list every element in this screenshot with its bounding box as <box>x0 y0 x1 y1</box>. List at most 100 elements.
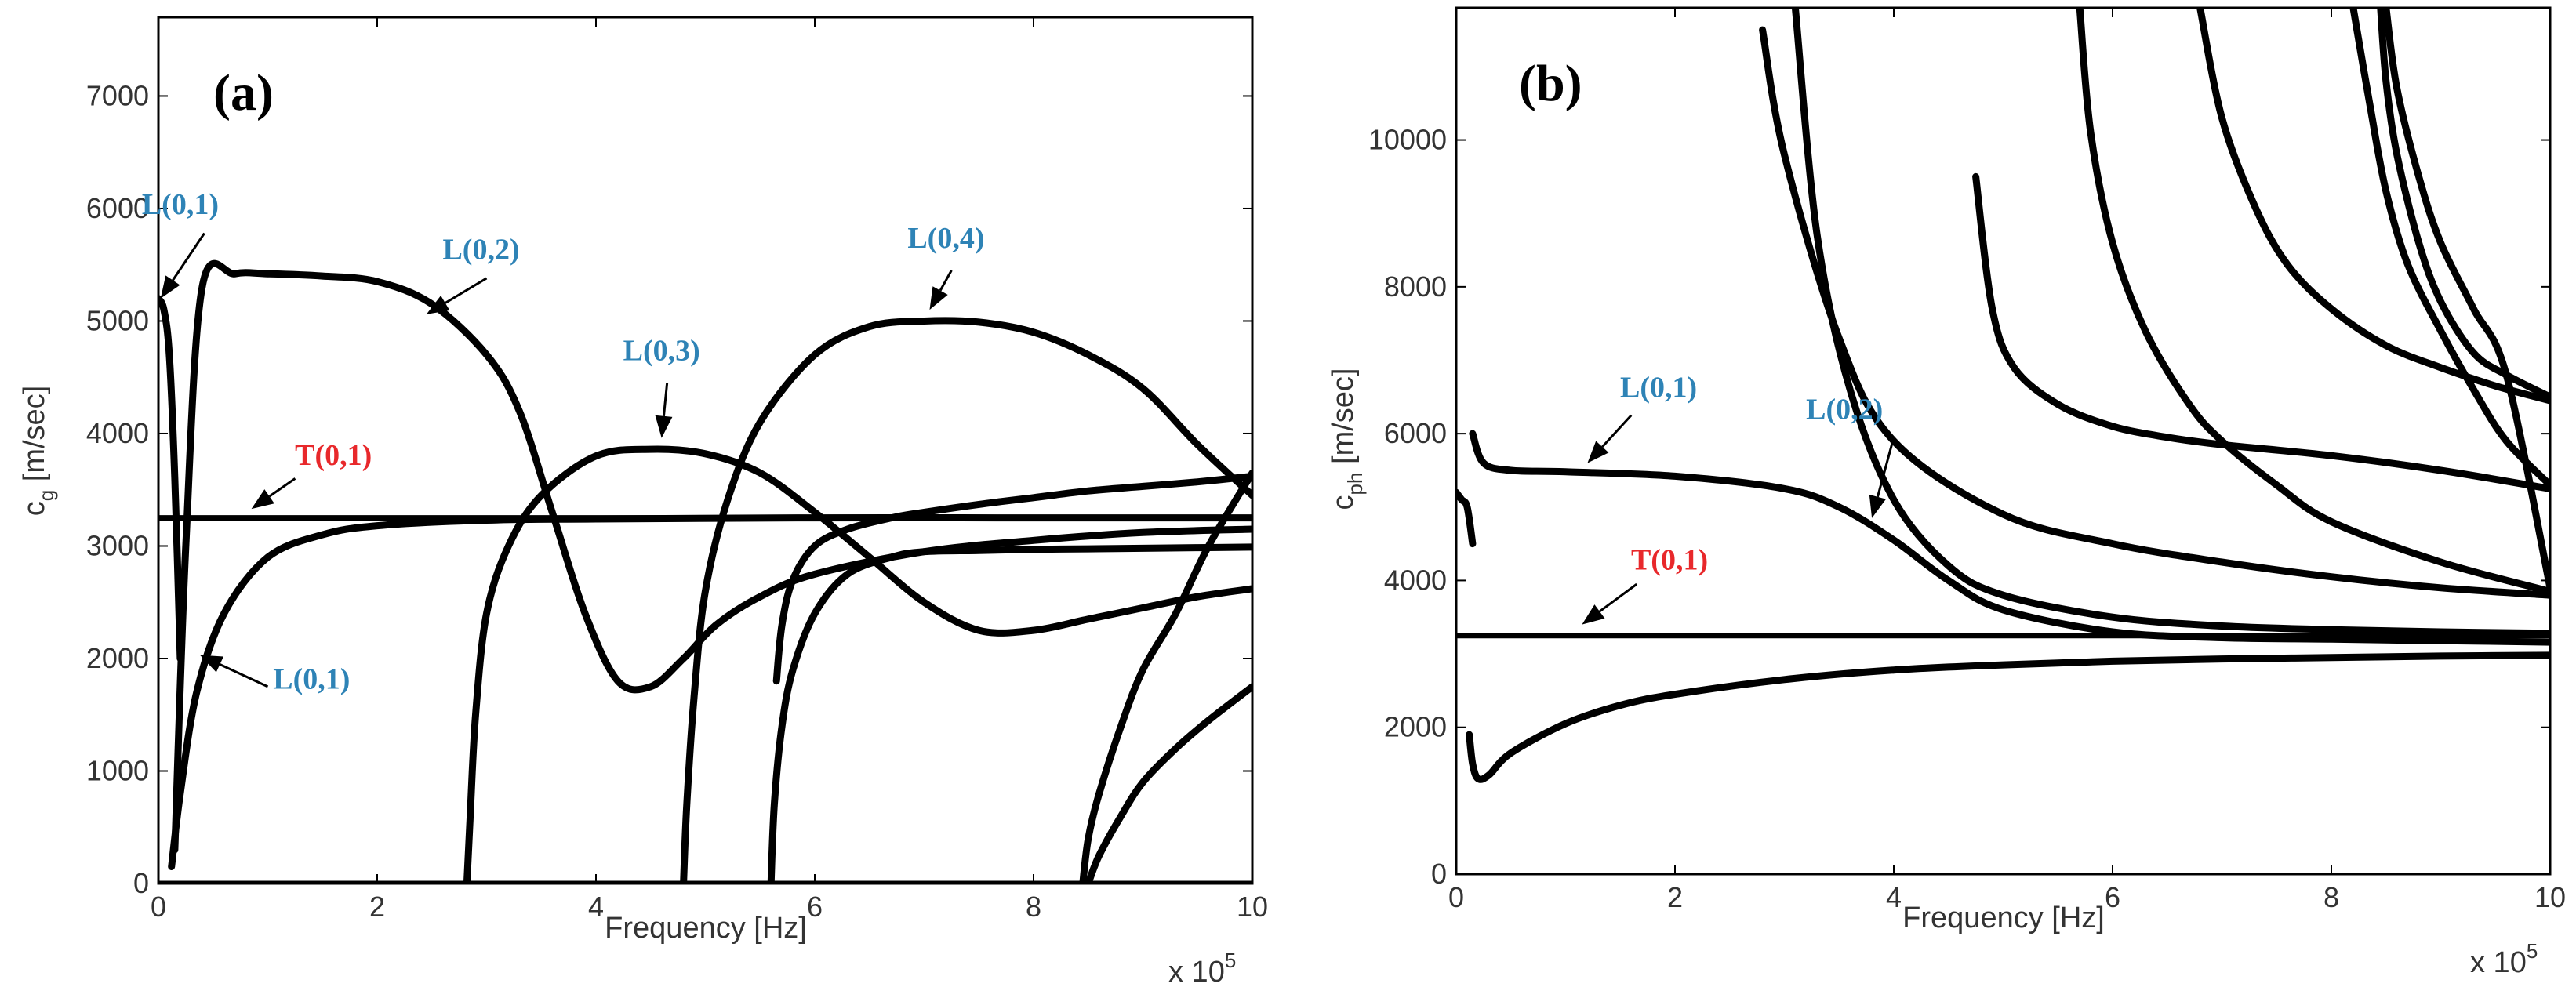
arrow-head <box>251 489 274 510</box>
x-multiplier-text-b: x 10 <box>2470 946 2527 979</box>
arrow-shaft <box>1601 414 1633 448</box>
series-l-0-7-b <box>2377 8 2550 401</box>
y-label-main-a: c <box>18 501 51 516</box>
x-exponent-b: 5 <box>2527 939 2538 963</box>
y-tick-label-a: 5000 <box>86 304 149 336</box>
annotation-label-l-0-1-a: L(0,1) <box>273 663 350 696</box>
y-label-unit-a: [m/sec] <box>18 386 51 490</box>
series-l-0-6-b <box>2349 8 2550 489</box>
annotation-arrow-b <box>1869 437 1895 518</box>
series-group-a <box>158 259 1252 884</box>
x-multiplier-a: x 105 <box>1168 949 1236 987</box>
x-tick-label-a: 4 <box>588 891 604 923</box>
y-tick-label-a: 3000 <box>86 529 149 561</box>
y-label-unit-b: [m/sec] <box>1327 368 1360 473</box>
x-tick-label-b: 4 <box>1886 881 1902 913</box>
y-tick-label-a: 1000 <box>86 754 149 786</box>
x-multiplier-text-a: x 10 <box>1168 956 1225 987</box>
annotation-arrow-b <box>1587 414 1633 463</box>
axis-ticks-b: 0 2 4 6 8 10 0 2000 4000 6000 8000 10000 <box>1368 8 2566 913</box>
arrow-head <box>1587 441 1609 463</box>
annotation-arrow-a <box>929 270 953 310</box>
annotation-arrow-a <box>426 277 488 314</box>
y-tick-label-b: 4000 <box>1384 564 1447 596</box>
arrow-shaft <box>268 477 296 498</box>
annotation-arrow-a <box>160 232 205 299</box>
series-l-0-1-b <box>1469 430 2550 646</box>
y-tick-label-a: 0 <box>133 867 149 899</box>
series-l-0-7-a <box>1079 469 1252 884</box>
x-axis-label-a: Frequency [Hz] <box>605 912 807 945</box>
series-l-0-1-high-b <box>1456 488 1477 548</box>
x-tick-label-b: 6 <box>2105 881 2120 913</box>
annotation-label-t-0-1-b: T(0,1) <box>1631 543 1708 576</box>
annotation-arrow-a <box>251 477 296 510</box>
annotation-label-l-0-1-b: L(0,1) <box>1620 371 1697 404</box>
y-axis-label-a: cg [m/sec] <box>18 386 58 517</box>
panel-a: 0 2 4 6 8 10 0 1000 2000 3000 4000 5000 6000 7000 L(0… <box>18 16 1268 987</box>
x-tick-label-a: 6 <box>807 891 823 923</box>
arrow-head <box>160 275 180 299</box>
arrow-shaft <box>219 663 269 688</box>
x-tick-label-a: 2 <box>369 891 385 923</box>
arrow-head <box>1869 494 1887 518</box>
series-l-0-8-a <box>1085 683 1252 884</box>
series-l-0-8-b <box>2382 8 2550 592</box>
arrow-head <box>1582 604 1605 625</box>
series-l-0-4-a <box>680 317 1252 884</box>
series-l-0-6-a <box>772 473 1252 685</box>
x-tick-label-b: 0 <box>1448 881 1464 913</box>
annotation-label-l-0-3-a: L(0,3) <box>623 335 700 368</box>
x-tick-label-b: 8 <box>2323 881 2339 913</box>
arrow-shaft <box>1876 437 1895 498</box>
x-tick-label-b: 2 <box>1667 881 1683 913</box>
annotations-b: L(0,1) L(0,2) T(0,1) <box>1582 371 1895 625</box>
y-tick-label-a: 4000 <box>86 417 149 449</box>
x-multiplier-b: x 105 <box>2470 939 2538 979</box>
arrow-shaft <box>662 383 669 416</box>
annotation-arrow-a <box>200 655 269 688</box>
annotation-label-l-0-4-a: L(0,4) <box>907 222 984 255</box>
y-tick-label-b: 8000 <box>1384 270 1447 303</box>
x-tick-label-a: 8 <box>1026 891 1041 923</box>
y-tick-label-b: 2000 <box>1384 711 1447 743</box>
y-axis-label-b: cph [m/sec] <box>1327 368 1367 510</box>
x-tick-label-a: 10 <box>1237 891 1268 923</box>
arrow-shaft <box>172 232 205 281</box>
x-exponent-a: 5 <box>1225 949 1236 972</box>
series-l-0-3-b <box>1972 172 2550 492</box>
panel-label-b: (b) <box>1519 55 1582 112</box>
series-l-0-5-b <box>2196 8 2550 405</box>
annotations-a: L(0,1) L(0,2) L(0,3) L(0,4) T(0,1) L(0,1) <box>142 188 985 696</box>
arrow-shaft <box>1599 582 1638 613</box>
series-group-b <box>1456 8 2550 783</box>
arrow-head <box>426 296 450 314</box>
series-l-0-4-b <box>2076 8 2550 595</box>
arrow-shaft <box>445 277 488 304</box>
annotation-label-t-0-1-a: T(0,1) <box>295 439 372 472</box>
x-tick-label-b: 10 <box>2534 881 2566 913</box>
series-l-0-1-high-a <box>158 295 184 662</box>
series-l-0-5-a <box>767 543 1252 884</box>
x-tick-label-a: 0 <box>151 891 166 923</box>
y-tick-label-a: 6000 <box>86 192 149 224</box>
y-label-main-b: c <box>1327 495 1360 510</box>
arrow-head <box>929 286 948 310</box>
y-tick-label-b: 0 <box>1431 858 1447 890</box>
series-l-0-3-a <box>463 445 1252 884</box>
annotation-label-l-0-1-a: L(0,1) <box>142 188 219 221</box>
y-tick-label-a: 7000 <box>86 79 149 111</box>
y-tick-label-b: 10000 <box>1368 124 1447 156</box>
annotation-label-l-0-2-a: L(0,2) <box>442 234 519 267</box>
annotation-arrow-b <box>1582 582 1638 625</box>
plot-area-b <box>1455 6 2552 876</box>
arrow-head <box>200 655 224 673</box>
annotation-arrow-a <box>655 383 673 438</box>
y-label-sub-b: ph <box>1343 473 1367 495</box>
arrow-head <box>655 415 673 438</box>
y-tick-label-b: 6000 <box>1384 417 1447 449</box>
y-tick-label-a: 2000 <box>86 642 149 674</box>
annotation-label-l-0-2-b: L(0,2) <box>1806 393 1883 426</box>
